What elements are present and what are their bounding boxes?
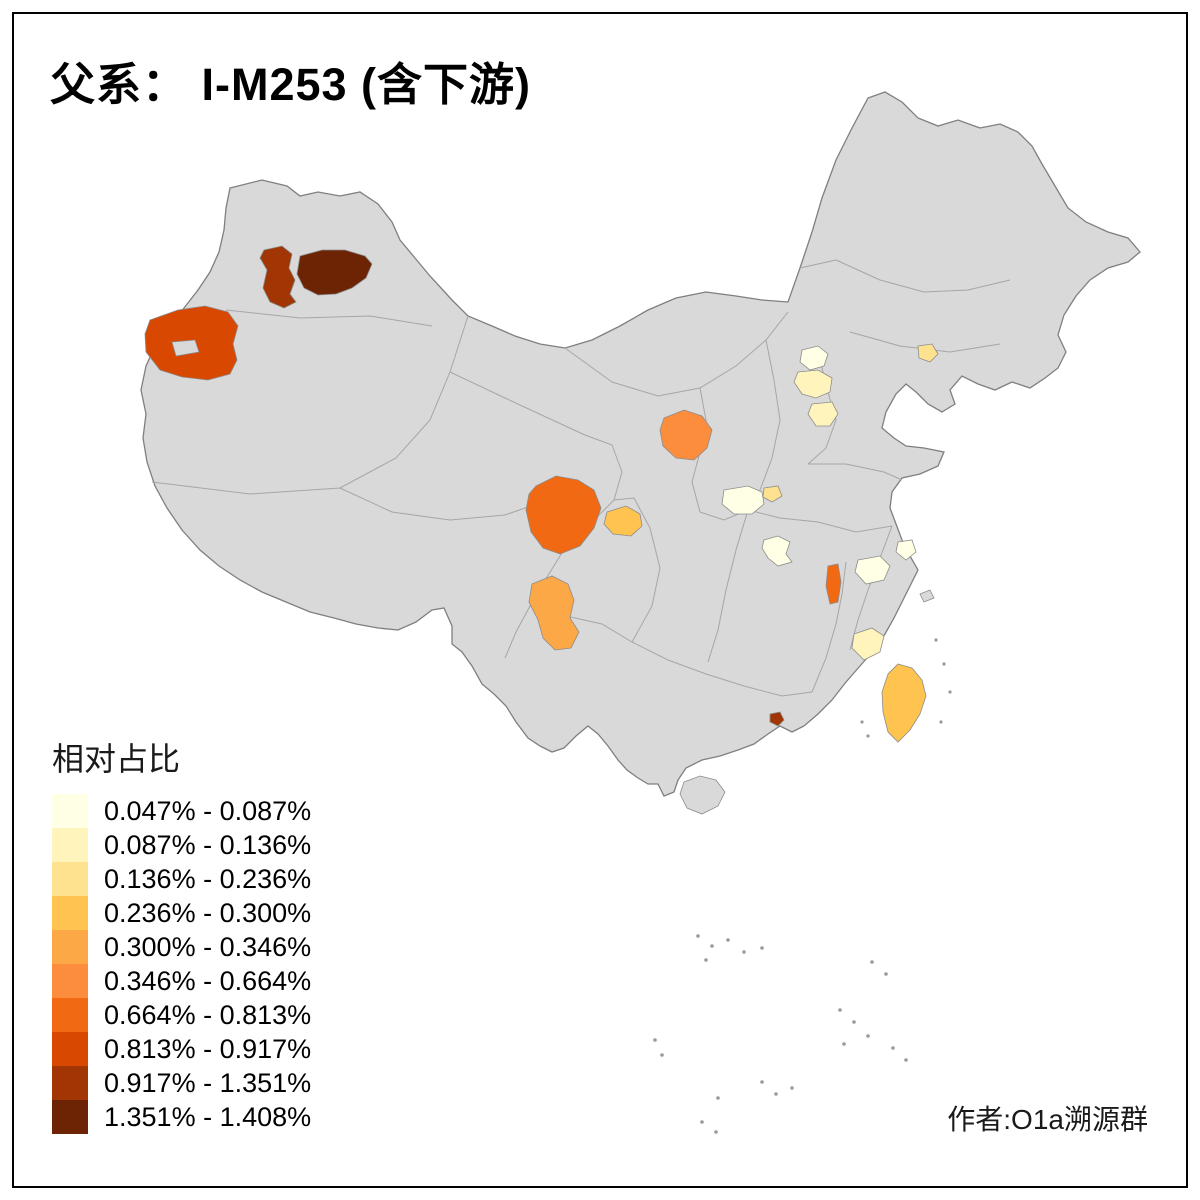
legend-swatch — [52, 1032, 88, 1066]
zhoushan-islands — [919, 589, 935, 603]
region-north-jiangxi — [825, 563, 842, 605]
legend-item: 0.047% - 0.087% — [52, 794, 311, 828]
legend-item: 0.917% - 1.351% — [52, 1066, 311, 1100]
legend-item: 1.351% - 1.408% — [52, 1100, 311, 1134]
legend-item: 0.236% - 0.300% — [52, 896, 311, 930]
legend-items: 0.047% - 0.087% 0.087% - 0.136% 0.136% - 0… — [52, 794, 311, 1134]
author-credit: 作者:O1a溯源群 — [947, 1104, 1148, 1135]
highlighted-regions — [144, 245, 939, 743]
region-taiwan — [881, 663, 927, 743]
legend-label: 0.813% - 0.917% — [104, 1033, 312, 1064]
legend-swatch — [52, 862, 88, 896]
legend-label: 0.300% - 0.346% — [104, 931, 312, 962]
legend-label: 0.664% - 0.813% — [104, 999, 312, 1030]
region-coastal-fujian — [851, 627, 885, 661]
legend: 相对占比 0.047% - 0.087% 0.087% - 0.136% 0.136… — [52, 734, 311, 1134]
legend-swatch — [52, 828, 88, 862]
legend-item: 0.346% - 0.664% — [52, 964, 311, 998]
legend-label: 1.351% - 1.408% — [104, 1101, 312, 1132]
region-pearl-river-delta — [769, 711, 785, 727]
legend-title: 相对占比 — [52, 741, 181, 777]
legend-swatch — [52, 930, 88, 964]
region-central-sichuan — [603, 505, 643, 537]
region-north-xinjiang-east — [296, 249, 373, 296]
china-mainland — [140, 91, 1141, 797]
region-shanghai-area — [895, 539, 917, 561]
south-china-sea-islands — [653, 934, 908, 1134]
legend-item: 0.136% - 0.236% — [52, 862, 311, 896]
legend-label: 0.087% - 0.136% — [104, 829, 312, 860]
legend-item: 0.813% - 0.917% — [52, 1032, 311, 1066]
legend-swatch — [52, 1100, 88, 1134]
region-south-hebei — [807, 401, 839, 427]
region-east-henan — [762, 485, 783, 503]
region-central-henan — [721, 485, 765, 515]
legend-item: 0.300% - 0.346% — [52, 930, 311, 964]
region-central-hubei — [761, 535, 793, 567]
region-west-sichuan — [525, 475, 602, 555]
legend-label: 0.917% - 1.351% — [104, 1067, 312, 1098]
region-north-xinjiang-west — [259, 245, 297, 309]
legend-label: 0.047% - 0.087% — [104, 795, 312, 826]
hainan-island — [679, 775, 726, 815]
legend-label: 0.136% - 0.236% — [104, 863, 312, 894]
legend-item: 0.087% - 0.136% — [52, 828, 311, 862]
legend-swatch — [52, 1066, 88, 1100]
legend-label: 0.236% - 0.300% — [104, 897, 312, 928]
legend-label: 0.346% - 0.664% — [104, 965, 312, 996]
region-west-xinjiang — [144, 305, 239, 381]
legend-swatch — [52, 896, 88, 930]
page-title: 父系： I-M253 (含下游) — [50, 59, 532, 110]
region-liaoning-coast — [917, 343, 939, 363]
region-central-hebei — [793, 369, 833, 399]
legend-swatch — [52, 998, 88, 1032]
region-south-anhui — [854, 555, 891, 585]
legend-swatch — [52, 794, 88, 828]
region-east-gansu — [659, 409, 713, 461]
region-beijing-area — [799, 345, 829, 371]
offshore-islets — [860, 638, 952, 738]
region-south-sichuan — [528, 575, 580, 651]
legend-swatch — [52, 964, 88, 998]
legend-item: 0.664% - 0.813% — [52, 998, 311, 1032]
